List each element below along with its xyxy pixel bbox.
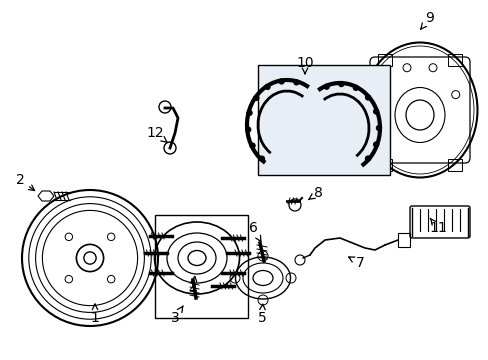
Text: 6: 6 [248,221,261,242]
Text: 1: 1 [90,304,99,325]
Circle shape [259,156,264,161]
Text: 2: 2 [16,173,35,190]
Circle shape [365,156,370,161]
Text: 3: 3 [170,306,183,325]
Bar [258,65,389,175]
Bar [377,159,391,171]
Text: 12: 12 [146,126,167,142]
Circle shape [324,84,328,89]
Text: 11: 11 [428,218,446,235]
Circle shape [365,95,370,100]
Text: 10: 10 [296,56,313,74]
Circle shape [253,95,258,100]
Circle shape [373,142,378,147]
Circle shape [246,111,251,115]
Circle shape [293,80,298,85]
Circle shape [376,126,381,130]
Bar [155,215,247,318]
Text: 9: 9 [420,11,433,29]
Circle shape [249,143,255,148]
Circle shape [338,81,343,86]
Text: 4: 4 [188,276,197,297]
Bar [397,233,409,247]
Circle shape [264,84,269,89]
Circle shape [353,85,358,90]
Text: 5: 5 [257,304,266,325]
Bar [447,159,461,171]
Bar [258,65,389,175]
Bar [447,54,461,66]
Bar [377,54,391,66]
Text: 7: 7 [348,256,364,270]
Circle shape [279,79,284,84]
Circle shape [245,127,250,132]
Circle shape [373,109,378,114]
Text: 8: 8 [308,186,322,200]
